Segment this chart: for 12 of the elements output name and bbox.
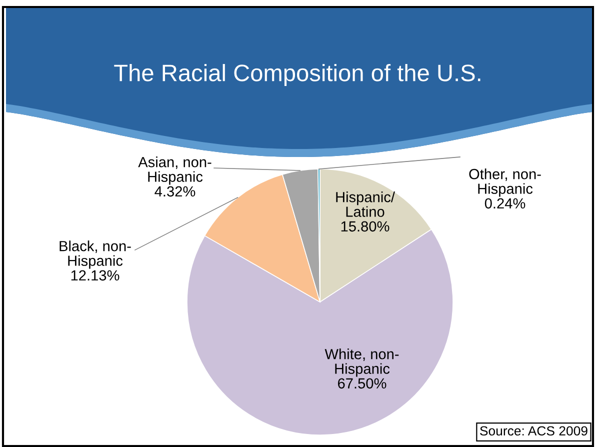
slice-label: Other, non- Hispanic bbox=[469, 168, 541, 197]
slice-label: Asian, non- Hispanic bbox=[138, 156, 212, 185]
data-label: 0.24% bbox=[484, 198, 526, 209]
chart-title: The Racial Composition of the U.S. bbox=[114, 64, 480, 86]
slice-label: Hispanic/ Latino bbox=[336, 192, 395, 217]
source-note: Source: ACS 2009 bbox=[480, 426, 588, 436]
data-label: 67.50% bbox=[338, 378, 386, 389]
slice-label: White, non- Hispanic bbox=[324, 348, 399, 377]
data-label: 12.13% bbox=[71, 270, 120, 281]
data-label: 15.80% bbox=[341, 221, 390, 232]
data-label: 4.32% bbox=[154, 186, 196, 197]
slice-label: Black, non- Hispanic bbox=[60, 240, 131, 269]
